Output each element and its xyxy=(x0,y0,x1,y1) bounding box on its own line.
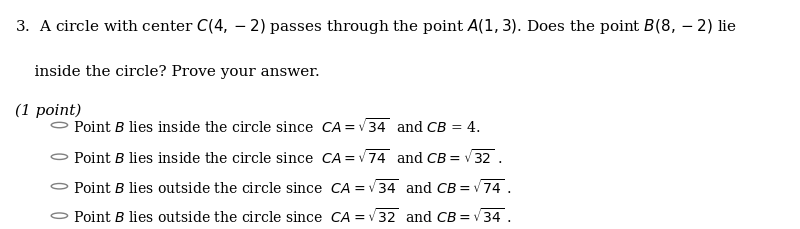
Text: Point $B$ lies outside the circle since  $\mathit{CA}=\sqrt{32}$  and $\mathit{C: Point $B$ lies outside the circle since … xyxy=(73,206,512,225)
Text: Point $B$ lies inside the circle since  $\mathit{CA}=\sqrt{34}$  and $CB$ = 4.: Point $B$ lies inside the circle since $… xyxy=(73,116,481,135)
Text: (1 point): (1 point) xyxy=(15,103,82,117)
Text: inside the circle? Prove your answer.: inside the circle? Prove your answer. xyxy=(15,65,320,79)
Text: 3.  A circle with center $C\left(4,-2\right)$ passes through the point $A\left(1: 3. A circle with center $C\left(4,-2\rig… xyxy=(15,17,737,36)
Text: Point $B$ lies outside the circle since  $\mathit{CA}=\sqrt{34}$  and $\mathit{C: Point $B$ lies outside the circle since … xyxy=(73,177,512,196)
Text: Point $B$ lies inside the circle since  $\mathit{CA}=\sqrt{74}$  and $\mathit{CB: Point $B$ lies inside the circle since $… xyxy=(73,148,502,166)
